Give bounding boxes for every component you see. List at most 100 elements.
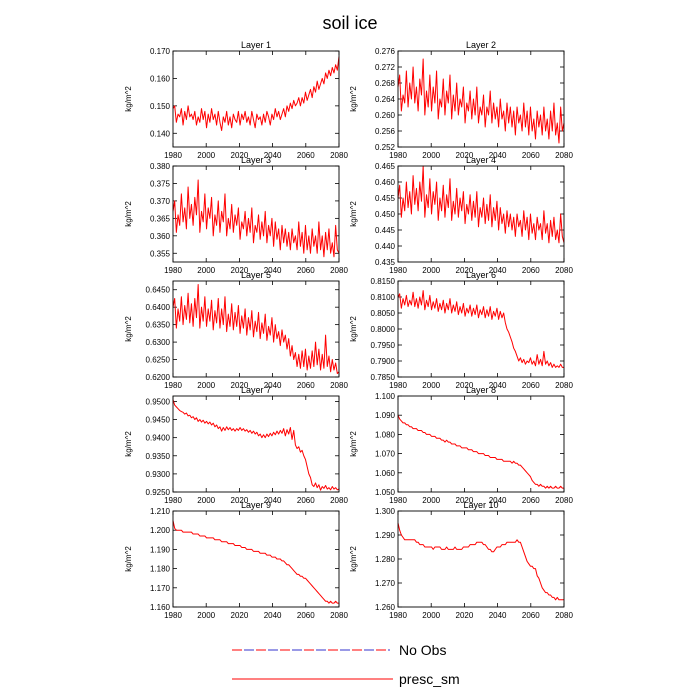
x-tick-label: 2040 <box>489 496 507 505</box>
plot-frame <box>397 280 565 378</box>
y-tick-label: 0.268 <box>375 79 396 88</box>
series-line-presc-sm <box>397 290 564 368</box>
y-tick-label: 1.290 <box>375 531 396 540</box>
x-tick-label: 2060 <box>297 381 315 390</box>
y-tick-label: 1.270 <box>375 579 396 588</box>
x-tick-label: 2060 <box>522 266 540 275</box>
plot-frame <box>172 50 340 148</box>
x-tick-label: 1980 <box>164 611 182 620</box>
x-tick-label: 2080 <box>555 266 573 275</box>
x-tick-label: 2060 <box>297 611 315 620</box>
x-tick-label: 1980 <box>389 381 407 390</box>
x-tick-label: 2000 <box>422 151 440 160</box>
y-tick-label: 1.280 <box>375 555 396 564</box>
panel-title: Layer 8 <box>466 385 496 395</box>
y-tick-label: 0.9300 <box>146 470 171 479</box>
y-tick-label: 0.460 <box>375 178 396 187</box>
y-axis-label: kg/m^2 <box>124 546 133 572</box>
y-axis-label: kg/m^2 <box>349 86 358 112</box>
x-tick-label: 1980 <box>164 266 182 275</box>
y-tick-label: 0.6250 <box>146 356 171 365</box>
x-tick-label: 2080 <box>555 381 573 390</box>
x-tick-label: 2020 <box>231 496 249 505</box>
y-tick-label: 0.272 <box>375 63 396 72</box>
series-line-presc-sm <box>397 522 564 601</box>
y-axis-label: kg/m^2 <box>349 431 358 457</box>
x-tick-label: 2040 <box>264 266 282 275</box>
y-tick-label: 0.465 <box>375 162 396 171</box>
x-tick-label: 2040 <box>489 151 507 160</box>
y-tick-label: 1.170 <box>150 584 171 593</box>
y-tick-label: 0.8100 <box>371 293 396 302</box>
y-tick-label: 0.6450 <box>146 286 171 295</box>
x-tick-label: 2020 <box>456 381 474 390</box>
panel-title: Layer 9 <box>241 500 271 510</box>
x-tick-label: 2060 <box>522 381 540 390</box>
panels-grid: Layer 1 kg/m^2 1980 2000 2020 2040 2060 2080 0.1… <box>124 40 573 620</box>
y-axis-label: kg/m^2 <box>349 546 358 572</box>
x-tick-label: 2000 <box>422 611 440 620</box>
panel-layer-4: Layer 4 kg/m^2 1980 2000 2020 2040 2060 2080 0.4… <box>349 155 573 275</box>
x-tick-label: 2060 <box>297 266 315 275</box>
y-tick-label: 0.435 <box>375 258 396 267</box>
y-tick-label: 0.9250 <box>146 488 171 497</box>
x-tick-label: 2000 <box>422 266 440 275</box>
panel-title: Layer 7 <box>241 385 271 395</box>
y-tick-label: 0.170 <box>150 47 171 56</box>
y-tick-label: 1.210 <box>150 507 171 516</box>
panel-layer-8: Layer 8 kg/m^2 1980 2000 2020 2040 2060 2080 1.0… <box>349 385 573 505</box>
y-tick-label: 0.7850 <box>371 373 396 382</box>
panel-title: Layer 4 <box>466 155 496 165</box>
x-tick-label: 2040 <box>264 496 282 505</box>
y-axis-label: kg/m^2 <box>124 201 133 227</box>
x-tick-label: 2000 <box>197 266 215 275</box>
y-tick-label: 0.9500 <box>146 397 171 406</box>
y-tick-label: 1.060 <box>375 469 396 478</box>
plot-frame <box>397 510 565 608</box>
series-line-presc-sm <box>397 58 565 144</box>
y-tick-label: 0.455 <box>375 194 396 203</box>
y-tick-label: 0.7900 <box>371 357 396 366</box>
plot-frame <box>172 280 340 378</box>
y-tick-label: 0.260 <box>375 111 396 120</box>
panel-title: Layer 3 <box>241 155 271 165</box>
y-axis-label: kg/m^2 <box>124 431 133 457</box>
x-tick-label: 2080 <box>555 496 573 505</box>
panel-layer-3: Layer 3 kg/m^2 1980 2000 2020 2040 2060 2080 0.3… <box>124 155 348 275</box>
x-tick-label: 2040 <box>264 381 282 390</box>
x-tick-label: 1980 <box>389 151 407 160</box>
x-tick-label: 1980 <box>389 611 407 620</box>
x-tick-label: 2000 <box>197 611 215 620</box>
legend: No Obs presc_sm <box>232 642 460 687</box>
x-tick-label: 2020 <box>456 611 474 620</box>
x-tick-label: 1980 <box>164 381 182 390</box>
y-tick-label: 1.190 <box>150 545 171 554</box>
y-tick-label: 0.9350 <box>146 452 171 461</box>
y-tick-label: 0.380 <box>150 162 171 171</box>
plot-frame <box>172 165 340 263</box>
x-tick-label: 2000 <box>422 496 440 505</box>
x-tick-label: 2020 <box>456 151 474 160</box>
x-tick-label: 2060 <box>297 151 315 160</box>
y-tick-label: 0.9450 <box>146 416 171 425</box>
x-tick-label: 2080 <box>330 266 348 275</box>
panel-layer-10: Layer 10 kg/m^2 1980 2000 2020 2040 2060 2080 1.… <box>349 500 573 620</box>
panel-title: Layer 5 <box>241 270 271 280</box>
y-tick-label: 0.365 <box>150 214 171 223</box>
y-tick-label: 0.445 <box>375 226 396 235</box>
series-line-presc-sm <box>172 283 340 375</box>
y-axis-label: kg/m^2 <box>124 316 133 342</box>
y-tick-label: 0.375 <box>150 179 171 188</box>
y-tick-label: 0.9400 <box>146 434 171 443</box>
x-tick-label: 2020 <box>231 611 249 620</box>
y-tick-label: 0.360 <box>150 232 171 241</box>
x-tick-label: 2040 <box>489 381 507 390</box>
panel-layer-9: Layer 9 kg/m^2 1980 2000 2020 2040 2060 2080 1.1… <box>124 500 348 620</box>
y-tick-label: 0.8150 <box>371 277 396 286</box>
y-tick-label: 1.260 <box>375 603 396 612</box>
x-tick-label: 2020 <box>231 266 249 275</box>
y-axis-label: kg/m^2 <box>349 316 358 342</box>
x-tick-label: 1980 <box>164 496 182 505</box>
panel-title: Layer 10 <box>463 500 498 510</box>
